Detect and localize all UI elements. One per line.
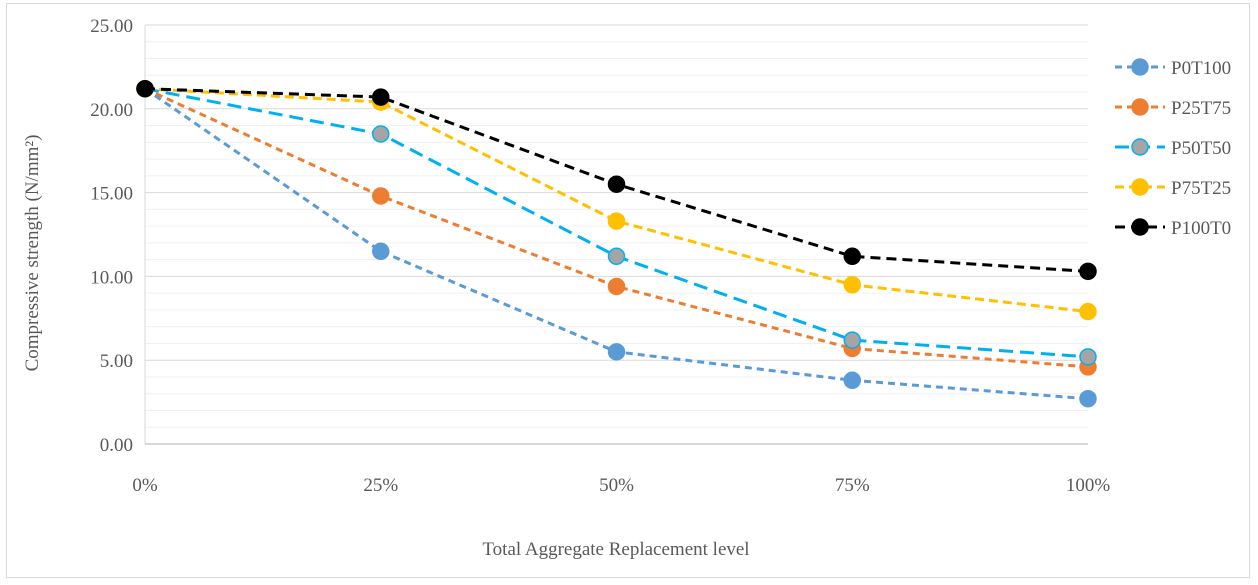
legend-item: P75T25 bbox=[1115, 178, 1231, 199]
legend-item: P0T100 bbox=[1115, 58, 1231, 79]
legend-marker bbox=[1131, 178, 1149, 196]
x-tick-label: 25% bbox=[363, 475, 398, 496]
series-layer bbox=[136, 79, 1097, 408]
data-point bbox=[1079, 302, 1097, 321]
data-point bbox=[843, 247, 861, 266]
data-point bbox=[136, 79, 154, 98]
data-point bbox=[607, 277, 626, 296]
y-axis-title: Compressive strength (N/mm²) bbox=[22, 135, 43, 372]
data-point bbox=[607, 343, 626, 361]
legend-marker bbox=[1131, 98, 1149, 116]
legend-marker bbox=[1131, 138, 1149, 156]
data-point bbox=[1079, 348, 1097, 366]
y-axis: 0.00 5.00 10.00 15.00 20.00 25.00 bbox=[90, 16, 146, 456]
chart-frame bbox=[6, 3, 1250, 578]
data-point bbox=[607, 212, 626, 230]
x-tick-label: 100% bbox=[1066, 475, 1111, 496]
data-point bbox=[607, 175, 626, 193]
legend-item: P100T0 bbox=[1115, 218, 1231, 239]
legend-item: P50T50 bbox=[1115, 138, 1231, 159]
x-tick-label: 50% bbox=[599, 475, 634, 496]
data-point bbox=[372, 125, 390, 143]
legend-label: P0T100 bbox=[1171, 58, 1231, 79]
x-axis: 0% 25% 50% 75% 100% bbox=[132, 443, 1111, 496]
legend-label: P50T50 bbox=[1171, 138, 1231, 159]
legend-label: P25T75 bbox=[1171, 98, 1231, 119]
legend-item: P25T75 bbox=[1115, 98, 1231, 119]
y-tick-label: 5.00 bbox=[100, 351, 133, 372]
data-point bbox=[843, 276, 861, 294]
x-axis-title: Total Aggregate Replacement level bbox=[482, 539, 749, 560]
series-line bbox=[144, 87, 1089, 314]
series-P100T0 bbox=[136, 79, 1097, 281]
legend-marker bbox=[1131, 58, 1149, 76]
legend-marker bbox=[1131, 218, 1149, 236]
data-point bbox=[372, 242, 390, 261]
legend: P0T100 P25T75 P50T50 P75T25 P100T0 bbox=[1115, 58, 1231, 239]
series-line bbox=[144, 87, 1089, 369]
data-point bbox=[1079, 262, 1097, 281]
data-point bbox=[607, 247, 626, 266]
y-tick-label: 20.00 bbox=[90, 100, 133, 121]
x-tick-label: 75% bbox=[835, 475, 870, 496]
y-tick-label: 25.00 bbox=[90, 16, 133, 37]
data-point bbox=[843, 371, 861, 390]
data-point bbox=[372, 187, 390, 205]
data-point bbox=[372, 88, 390, 106]
y-tick-label: 0.00 bbox=[100, 435, 133, 456]
y-tick-label: 10.00 bbox=[90, 267, 133, 288]
y-tick-label: 15.00 bbox=[90, 184, 133, 205]
data-point bbox=[843, 331, 861, 349]
series-P0T100 bbox=[136, 79, 1097, 408]
legend-label: P75T25 bbox=[1171, 178, 1231, 199]
legend-label: P100T0 bbox=[1171, 218, 1231, 239]
x-tick-label: 0% bbox=[132, 475, 158, 496]
data-point bbox=[1079, 389, 1097, 408]
